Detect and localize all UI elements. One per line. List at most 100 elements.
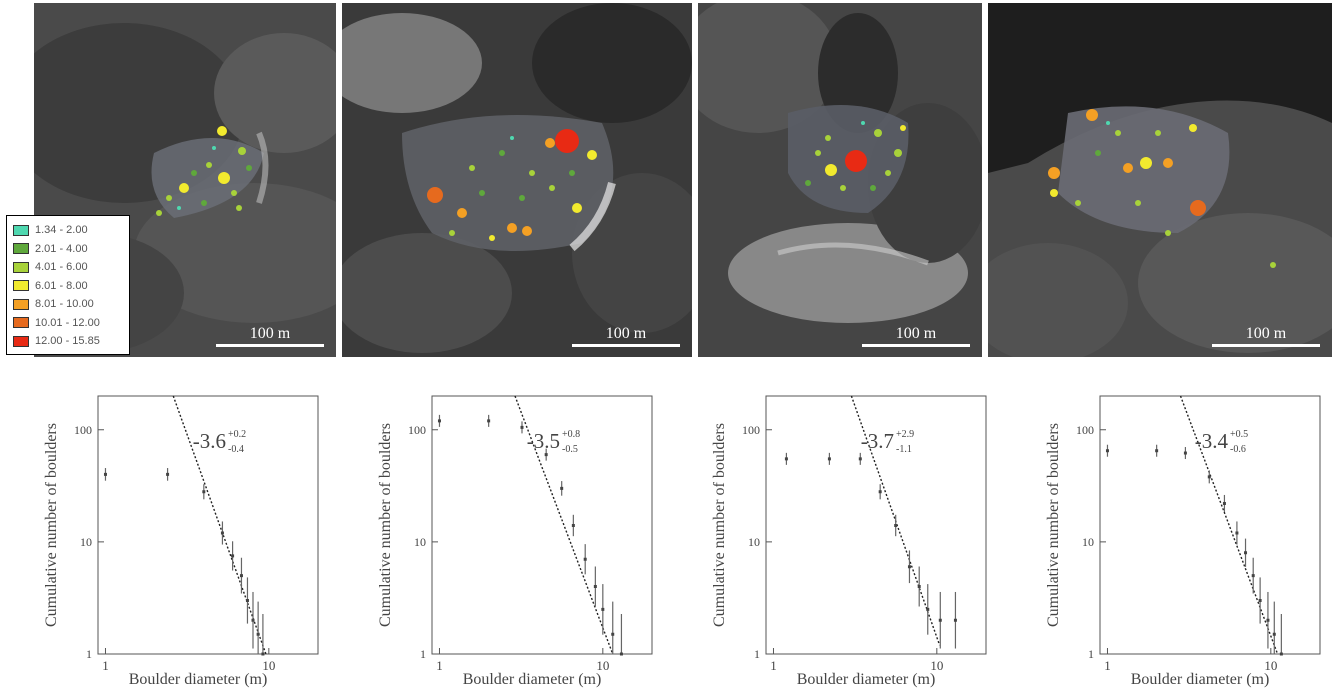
scale-bar-line (862, 344, 970, 347)
sfd-plot-4: 1 10 1 10 100 Boulder diameter (m) Cumulative … (1002, 378, 1335, 695)
y-tick-label: 10 (1082, 535, 1094, 549)
legend-item: 4.01 - 6.00 (13, 258, 125, 277)
legend-label: 4.01 - 6.00 (35, 261, 88, 274)
data-point (1235, 531, 1239, 535)
scale-bar-line (572, 344, 680, 347)
data-point (166, 472, 170, 476)
y-axis-label: Cumulative number of boulders (711, 423, 728, 627)
data-point (251, 618, 255, 622)
x-tick-label: 1 (102, 658, 109, 673)
y-tick-label: 100 (1076, 423, 1094, 437)
legend-label: 8.01 - 10.00 (35, 298, 94, 311)
sfd-plot-svg: 1 10 1 10 100 Boulder diameter (m) Cumulative … (377, 395, 653, 688)
boulder-markers (156, 126, 252, 216)
plot-frame (97, 395, 319, 655)
slope-sup: +0.5 (1230, 429, 1248, 440)
boulder-map-panel-3: 100 m (698, 3, 982, 357)
x-axis-label: Boulder diameter (m) (1131, 671, 1270, 688)
data-point (239, 574, 243, 578)
legend-swatch (13, 280, 29, 292)
sfd-plot-svg: 1 10 1 10 100 Boulder diameter (m) Cumulative … (43, 395, 319, 688)
slope-sub: -1.1 (896, 444, 912, 455)
data-point (1279, 652, 1283, 656)
slope-sub: -0.6 (1230, 444, 1246, 455)
boulder-map-4 (988, 3, 1332, 357)
scale-bar: 100 m (1212, 325, 1320, 347)
y-tick-label: 100 (742, 423, 760, 437)
boulder-markers (1048, 109, 1276, 268)
y-tick-label: 1 (754, 647, 760, 661)
legend-swatch (13, 317, 29, 329)
x-tick-label: 1 (436, 658, 443, 673)
data-point (1222, 501, 1226, 505)
legend-label: 6.01 - 8.00 (35, 279, 88, 292)
data-point (487, 419, 491, 423)
data-point (926, 607, 930, 611)
data-point (827, 457, 831, 461)
y-tick-label: 1 (1088, 647, 1094, 661)
size-legend: 1.34 - 2.00 2.01 - 4.00 4.01 - 6.00 6.01… (6, 215, 130, 355)
boulder-map-panel-2: 100 m (342, 3, 692, 357)
x-tick-label: 1 (770, 658, 777, 673)
legend-swatch (13, 224, 29, 236)
legend-item: 8.01 - 10.00 (13, 295, 125, 314)
slope-sub: -0.4 (228, 444, 244, 455)
data-point (560, 486, 564, 490)
x-tick-label: 10 (930, 658, 943, 673)
legend-label: 10.01 - 12.00 (35, 316, 100, 329)
legend-swatch (13, 243, 29, 255)
data-point (256, 632, 260, 636)
y-tick-label: 10 (414, 535, 426, 549)
data-point (953, 618, 957, 622)
slope-sub: -0.5 (562, 444, 578, 455)
slope-value: -3.5 (527, 429, 560, 453)
x-tick-label: 10 (1264, 658, 1277, 673)
data-point (938, 618, 942, 622)
data-point (583, 557, 587, 561)
boulder-markers (805, 121, 906, 191)
legend-item: 2.01 - 4.00 (13, 240, 125, 259)
data-point (1105, 449, 1109, 453)
scale-bar-line (1212, 344, 1320, 347)
data-point (784, 457, 788, 461)
x-axis-label: Boulder diameter (m) (463, 671, 602, 688)
data-point (1207, 475, 1211, 479)
scale-bar-label: 100 m (249, 325, 291, 342)
slope-value: -3.7 (861, 429, 894, 453)
data-point (894, 523, 898, 527)
fit-line (1179, 395, 1279, 655)
y-axis-label: Cumulative number of boulders (43, 423, 60, 627)
y-tick-label: 100 (74, 423, 92, 437)
data-point (231, 554, 235, 558)
data-point (878, 490, 882, 494)
data-point (907, 565, 911, 569)
legend-item: 6.01 - 8.00 (13, 277, 125, 296)
legend-item: 1.34 - 2.00 (13, 221, 125, 240)
data-point (437, 419, 441, 423)
data-point (1251, 574, 1255, 578)
scale-bar-label: 100 m (605, 325, 647, 342)
plot-frame (431, 395, 653, 655)
data-point (593, 584, 597, 588)
data-point (1272, 632, 1276, 636)
sfd-plot-2: 1 10 1 10 100 Boulder diameter (m) Cumulative … (334, 378, 667, 695)
data-point (1266, 618, 1270, 622)
y-tick-label: 100 (408, 423, 426, 437)
y-axis-label: Cumulative number of boulders (1045, 423, 1062, 627)
y-tick-label: 10 (748, 535, 760, 549)
x-axis-label: Boulder diameter (m) (797, 671, 936, 688)
slope-sup: +2.9 (896, 429, 914, 440)
data-point (571, 523, 575, 527)
x-tick-label: 10 (262, 658, 275, 673)
slope-value: -3.4 (1195, 429, 1229, 453)
legend-swatch (13, 298, 29, 310)
slope-sup: +0.8 (562, 429, 580, 440)
boulder-map-2 (342, 3, 692, 357)
data-point (520, 425, 524, 429)
data-point (858, 457, 862, 461)
sfd-plot-1: 1 10 1 10 100 Boulder diameter (m) Cumulative … (0, 378, 333, 695)
sfd-plot-svg: 1 10 1 10 100 Boulder diameter (m) Cumulative … (1045, 395, 1321, 688)
legend-label: 12.00 - 15.85 (35, 335, 100, 348)
slope-value: -3.6 (193, 429, 226, 453)
sfd-plot-3: 1 10 1 10 100 Boulder diameter (m) Cumulative … (668, 378, 1001, 695)
